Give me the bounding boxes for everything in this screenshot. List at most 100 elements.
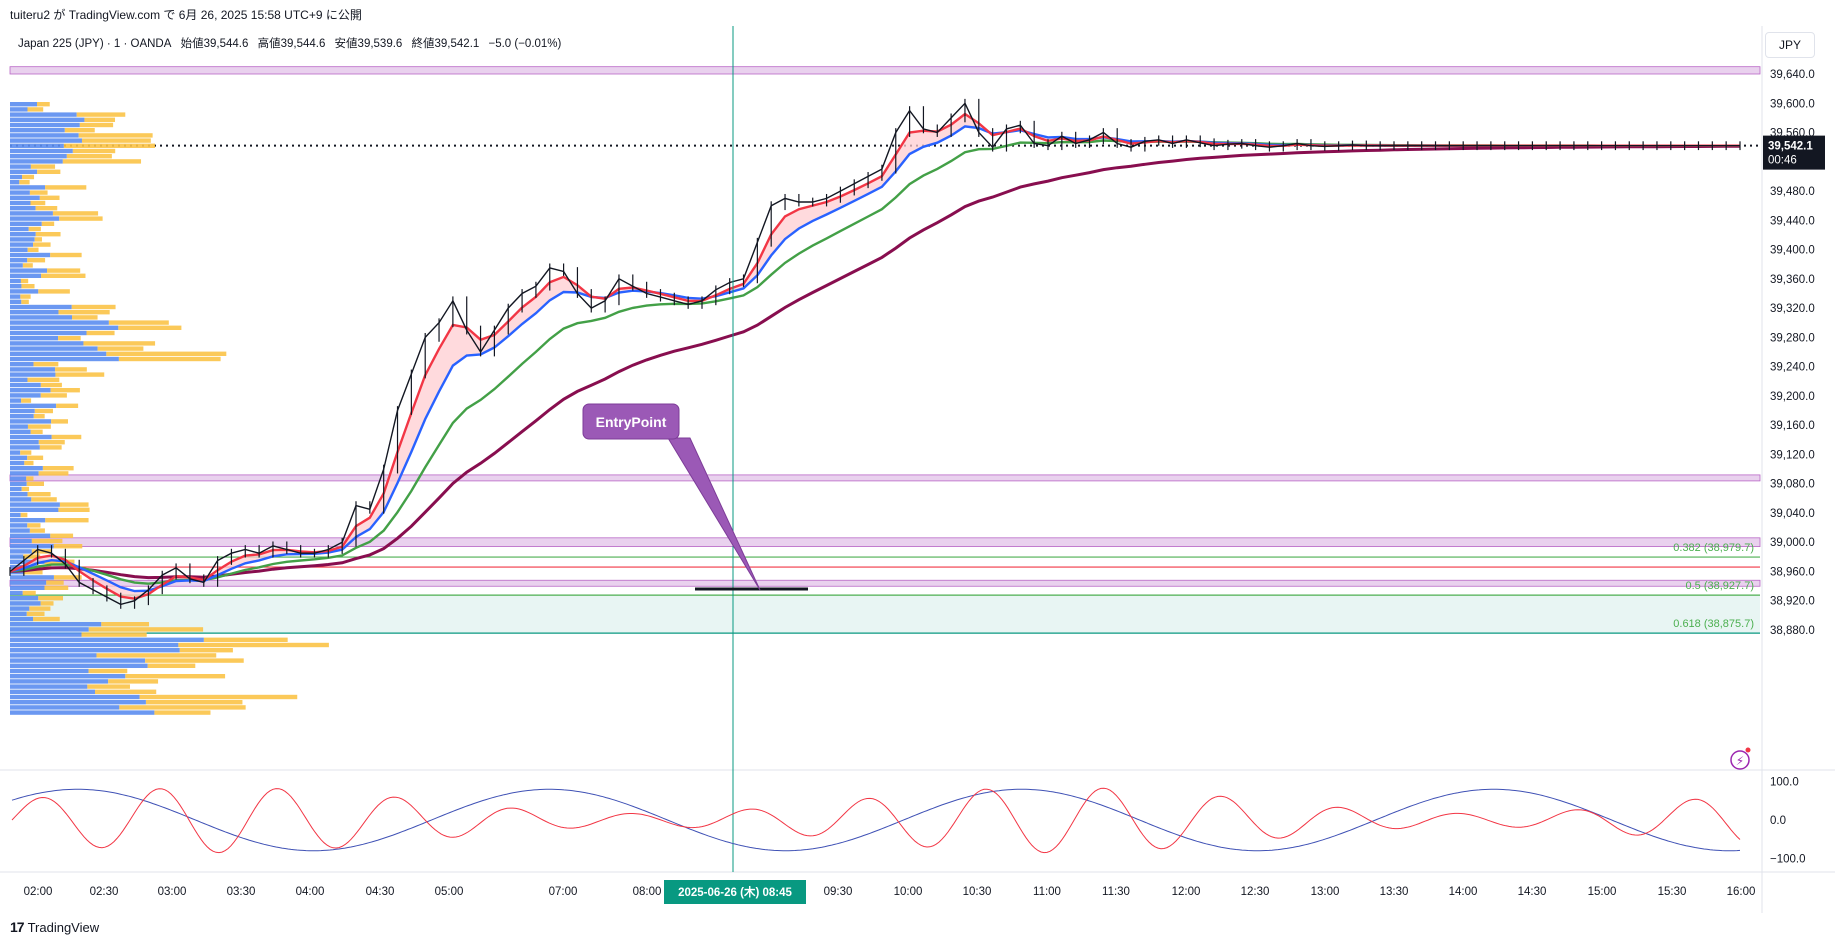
volume-profile-bar <box>58 310 110 315</box>
entrypoint-label: EntryPoint <box>596 414 667 430</box>
volume-profile-bar <box>87 684 130 689</box>
volume-profile-bar <box>10 107 28 112</box>
volume-profile-bar <box>10 278 21 284</box>
volume-profile-bar <box>10 705 120 710</box>
volume-profile-bar <box>10 471 39 476</box>
volume-profile-bar <box>10 226 29 232</box>
volume-profile-bar <box>10 112 77 117</box>
volume-profile-bar <box>179 648 233 653</box>
volume-profile-bar <box>10 700 146 705</box>
volume-profile-bar <box>10 694 140 700</box>
volume-profile-bar <box>10 154 67 159</box>
volume-profile-bar <box>10 684 88 689</box>
volume-profile-bar <box>10 351 107 356</box>
volume-profile-bar <box>37 169 61 174</box>
volume-profile-bar <box>10 538 32 544</box>
volume-profile-bar <box>46 580 64 585</box>
alert-dot <box>1745 747 1751 753</box>
y-tick-label: 39,280.0 <box>1770 332 1815 344</box>
x-tick-label: 14:00 <box>1449 886 1478 898</box>
volume-profile-bar <box>10 221 42 226</box>
x-tick-label: 09:30 <box>824 886 853 898</box>
volume-profile-bar <box>35 206 58 211</box>
volume-profile-bar <box>10 590 23 596</box>
volume-profile-bar <box>31 538 63 544</box>
volume-profile-bar <box>27 455 44 460</box>
fib-label: 0.5 (38,927.7) <box>1686 580 1755 592</box>
tradingview-logo[interactable]: 17 TradingView <box>10 919 99 935</box>
alert-icon[interactable] <box>1730 750 1750 770</box>
annotation-layer: EntryPoint <box>582 26 808 872</box>
price-series-layer <box>9 98 1741 609</box>
volume-profile-bar <box>34 237 42 242</box>
volume-profile-bar <box>27 377 60 382</box>
x-tick-label: 04:00 <box>296 886 325 898</box>
y-tick-label: 39,320.0 <box>1770 303 1815 315</box>
volume-profile-bar <box>10 211 53 216</box>
volume-profile-bar <box>10 424 28 429</box>
volume-profile-bar <box>10 466 43 471</box>
volume-profile-bar <box>10 455 28 460</box>
volume-profile-bar <box>10 632 82 637</box>
y-tick-label: 39,000.0 <box>1770 537 1815 549</box>
volume-profile-bar <box>52 211 99 216</box>
volume-profile-bar <box>10 299 22 304</box>
volume-profile-bar <box>78 133 153 138</box>
volume-profile-bar <box>10 388 51 393</box>
volume-profile-bar <box>10 263 23 268</box>
volume-profile-bar <box>147 663 196 668</box>
volume-profile-bar <box>119 705 246 710</box>
volume-profile-bar <box>22 590 36 596</box>
volume-profile-bar <box>10 190 30 195</box>
volume-profile-bar <box>10 616 34 622</box>
indicator-lines-layer <box>9 112 1740 600</box>
volume-profile-bar <box>139 694 298 700</box>
close-value: 終値39,542.1 <box>411 38 480 50</box>
volume-profile-bar <box>21 486 30 492</box>
volume-profile-bar <box>10 398 22 403</box>
fib-label: 0.382 (38,979.7) <box>1673 542 1754 554</box>
currency-button[interactable]: JPY <box>1765 32 1815 58</box>
volume-profile-bar <box>10 481 27 486</box>
axes-layer: 39,640.039,600.039,560.039,520.039,480.0… <box>24 69 1825 904</box>
zones-layer: 0.382 (38,979.7) 0.5 (38,927.7) 0.618 (38,… <box>9 66 1761 634</box>
volume-profile-bar <box>50 252 82 258</box>
volume-profile-bar <box>31 549 52 554</box>
volume-profile-bar <box>10 689 95 694</box>
chart-canvas[interactable]: 0.382 (38,979.7) 0.5 (38,927.7) 0.618 (38,… <box>0 0 1835 913</box>
volume-profile-bar <box>10 403 57 408</box>
volume-profile-bar <box>81 632 147 637</box>
symbol-name[interactable]: Japan 225 (JPY) · 1 · OANDA <box>18 38 172 50</box>
volume-profile-bar <box>10 102 37 107</box>
volume-profile-bar <box>21 398 32 403</box>
volume-profile-bar <box>10 310 59 315</box>
volume-profile-bar <box>10 648 180 653</box>
volume-profile-bar <box>10 148 73 154</box>
volume-profile-bar <box>10 284 22 289</box>
volume-profile-bar <box>45 185 87 190</box>
volume-profile-bar <box>10 642 179 648</box>
entrypoint-callout[interactable] <box>582 403 680 440</box>
y-tick-label: 38,920.0 <box>1770 596 1815 608</box>
volume-profile-bar <box>88 668 128 674</box>
volume-profile-bar <box>66 154 112 159</box>
volume-profile-bar <box>31 497 57 502</box>
volume-profile-bar <box>38 596 64 601</box>
ema-slow-line <box>9 139 1740 585</box>
volume-profile-bar <box>23 570 43 575</box>
y-tick-label: 39,600.0 <box>1770 98 1815 110</box>
volume-profile-bar <box>27 247 39 252</box>
x-tick-label: 15:30 <box>1658 886 1687 898</box>
volume-profile-bar <box>41 221 55 226</box>
volume-profile-bar <box>38 289 70 294</box>
volume-profile-bar <box>178 642 329 648</box>
x-tick-label: 13:30 <box>1380 886 1409 898</box>
volume-profile-bar <box>55 372 105 377</box>
volume-profile-bar <box>26 611 45 616</box>
change-value: −5.0 (−0.01%) <box>488 38 562 50</box>
volume-profile-bar <box>76 112 126 117</box>
volume-profile-bar <box>39 195 60 200</box>
volume-profile-bar <box>83 341 156 346</box>
volume-profile-bar <box>44 585 69 590</box>
symbol-info-bar: Japan 225 (JPY) · 1 · OANDA 始値39,544.6 高… <box>18 35 567 51</box>
